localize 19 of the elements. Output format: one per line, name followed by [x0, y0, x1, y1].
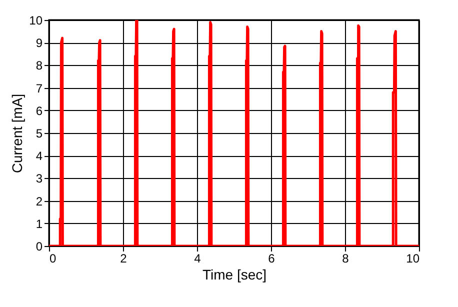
- y-tick-label: 8: [36, 58, 43, 73]
- y-tick-label: 7: [36, 81, 43, 96]
- y-tick-label: 10: [29, 14, 43, 28]
- x-tick-label: 4: [194, 252, 202, 266]
- y-tick-label: 0: [36, 240, 43, 254]
- y-tick-label: 9: [36, 36, 43, 50]
- y-axis-title: Current [mA]: [9, 94, 26, 174]
- y-tick-label: 2: [36, 194, 43, 208]
- y-tick-label: 5: [36, 126, 43, 140]
- x-tick-label: 8: [342, 252, 350, 266]
- x-tick-label: 10: [406, 252, 420, 266]
- x-tick-label: 0: [50, 252, 56, 266]
- y-tick-label: 6: [36, 104, 43, 118]
- y-tick-label: 4: [36, 149, 43, 164]
- x-tick-label: 6: [268, 252, 276, 266]
- y-tick-label: 1: [36, 216, 43, 231]
- x-axis-title: Time [sec]: [202, 266, 267, 282]
- y-tick-label: 3: [36, 172, 43, 186]
- x-tick-label: 2: [120, 252, 128, 266]
